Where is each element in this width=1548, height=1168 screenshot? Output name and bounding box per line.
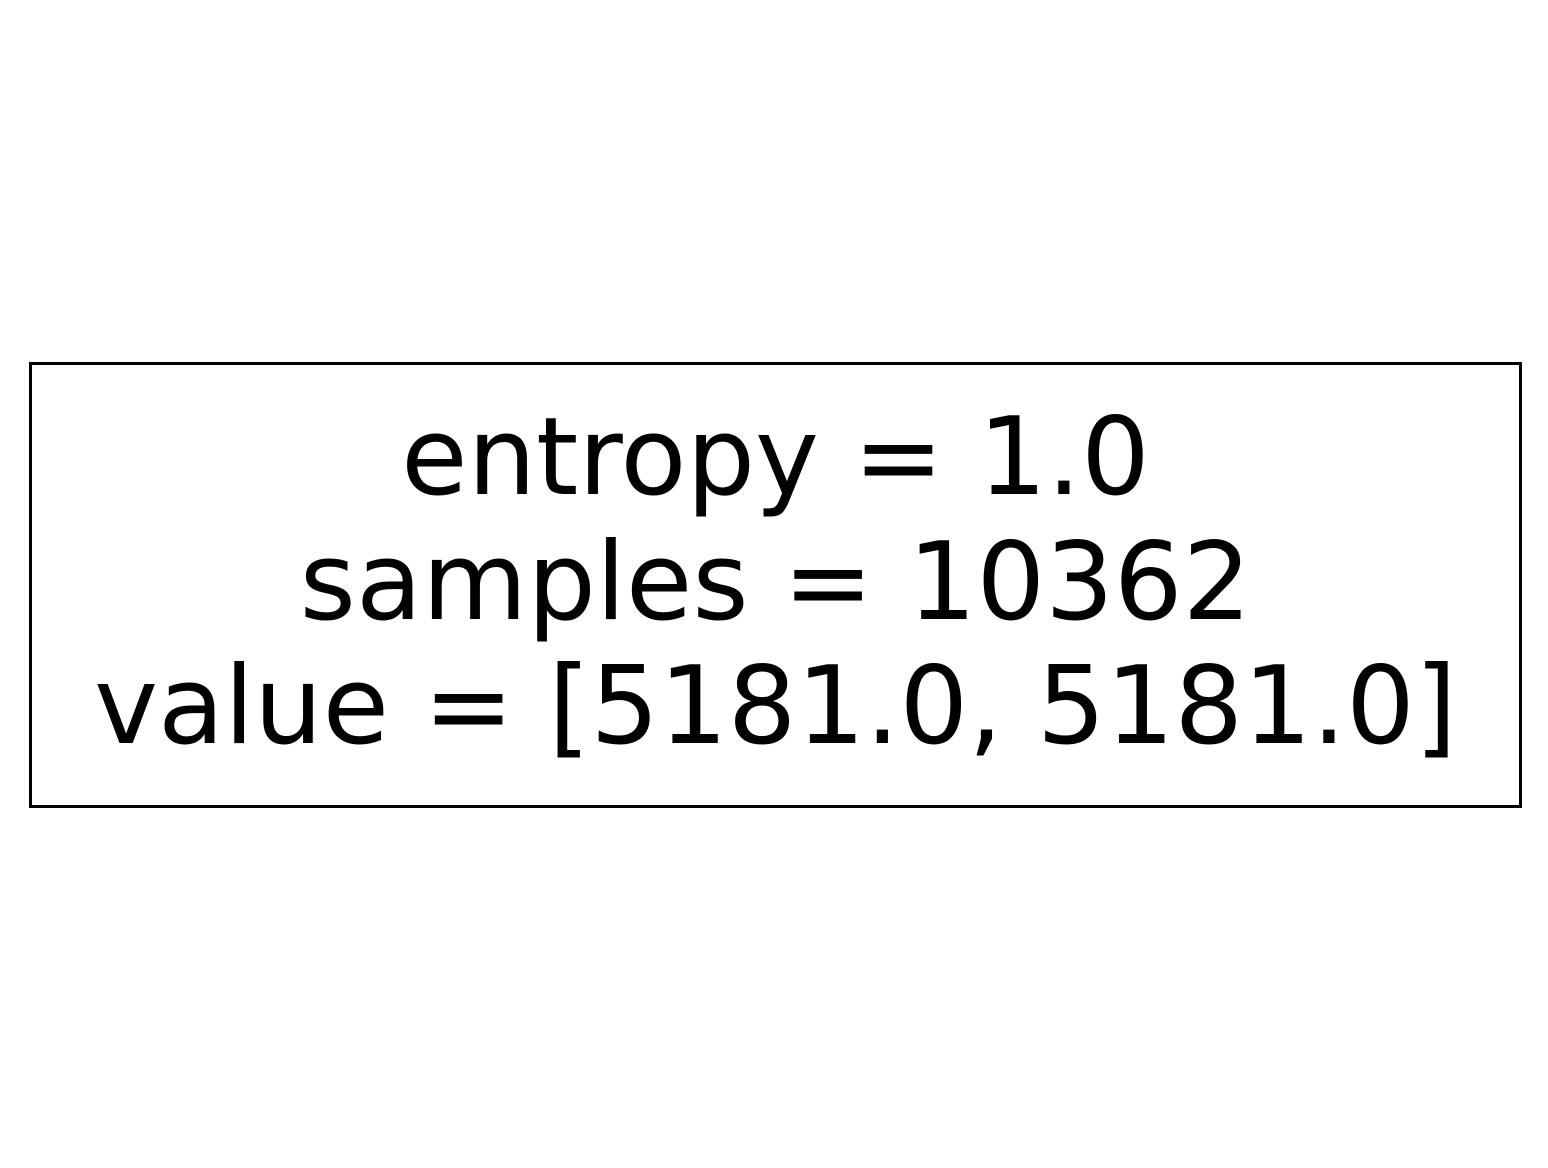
node-samples-label: samples = 10362 — [299, 520, 1252, 645]
tree-root-node: entropy = 1.0 samples = 10362 value = [5… — [29, 362, 1522, 808]
node-value-label: value = [5181.0, 5181.0] — [94, 644, 1457, 769]
node-entropy-label: entropy = 1.0 — [401, 395, 1150, 520]
